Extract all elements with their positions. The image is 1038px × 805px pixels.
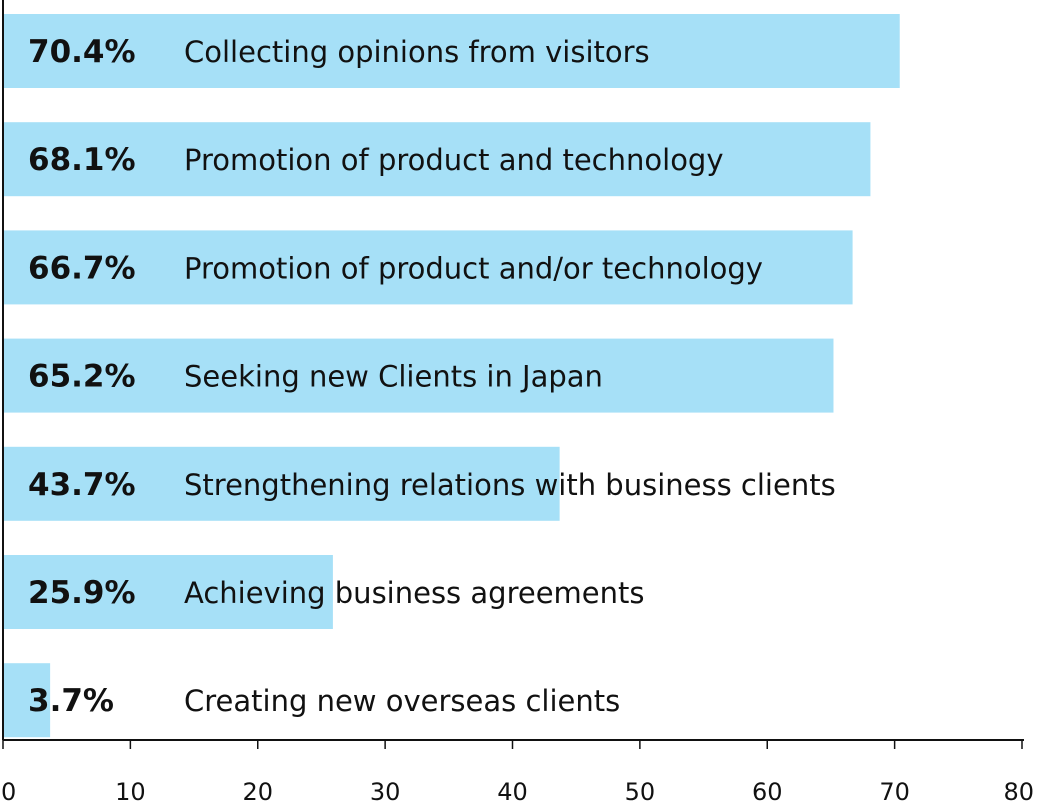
labels: 70.4% Collecting opinions from visitors 68… xyxy=(28,34,836,719)
bars xyxy=(3,14,900,738)
bar-category-label: Collecting opinions from visitors xyxy=(184,35,650,69)
x-tick-label: 60 xyxy=(752,778,783,805)
bar-5 xyxy=(3,446,560,521)
bar-value-label: 70.4% xyxy=(28,34,136,70)
x-tick-label: 10 xyxy=(115,778,146,805)
x-tick-label: 30 xyxy=(370,778,401,805)
bar-2 xyxy=(3,122,871,197)
bar-value-label: 43.7% xyxy=(28,467,136,503)
x-tick-label: 80 xyxy=(1003,778,1034,805)
bar-3 xyxy=(3,230,853,305)
bar-category-label: Promotion of product and/or technology xyxy=(184,251,763,285)
bar-category-label: Seeking new Clients in Japan xyxy=(184,360,603,394)
bar-category-label: Achieving business agreements xyxy=(184,576,645,610)
bar-value-label: 65.2% xyxy=(28,359,136,395)
x-tick-label: 0 xyxy=(1,778,16,805)
bar-value-label: 66.7% xyxy=(28,250,136,286)
x-tick-label: 50 xyxy=(625,778,656,805)
bar-value-label: 25.9% xyxy=(28,575,136,611)
bar-value-label: 3.7% xyxy=(28,683,114,719)
bar-category-label: Strengthening relations with business cl… xyxy=(184,468,836,502)
bar-category-label: Creating new overseas clients xyxy=(184,684,620,718)
bar-6 xyxy=(3,555,333,629)
x-tick-label: 20 xyxy=(242,778,273,805)
bar-4 xyxy=(3,338,834,413)
x-tick-label: 40 xyxy=(497,778,528,805)
x-tick-label: 70 xyxy=(879,778,910,805)
bar-1 xyxy=(3,14,900,88)
bar-value-label: 68.1% xyxy=(28,142,136,178)
bar-category-label: Promotion of product and technology xyxy=(184,143,724,177)
bar-7 xyxy=(3,663,51,738)
